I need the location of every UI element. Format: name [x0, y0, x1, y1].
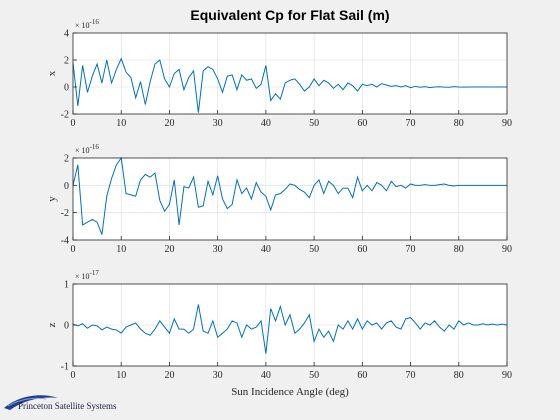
x-tick-label: 70: [406, 370, 416, 381]
x-tick-label: 30: [213, 370, 223, 381]
x-tick-label: 30: [213, 244, 223, 255]
y-tick-label: -4: [61, 236, 69, 247]
y-tick-label: 2: [64, 56, 69, 67]
axes-x-exponent: × 10-16: [75, 18, 99, 30]
x-tick-label: 10: [116, 244, 126, 255]
x-tick-label: 80: [454, 370, 464, 381]
axes-z-xlabel: Sun Incidence Angle (deg): [231, 386, 349, 398]
logo: Princeton Satellite Systems: [4, 395, 117, 411]
axes-z-grid: [73, 284, 507, 366]
subplot-y: 0 10 20 30 40 50 60 70 80 90 -4 -2 0 2 y × 10-16: [46, 143, 512, 255]
y-tick-label: 2: [64, 154, 69, 165]
y-tick-label: 1: [64, 280, 69, 291]
x-tick-label: 0: [71, 244, 76, 255]
x-tick-label: 50: [309, 370, 319, 381]
axes-z-exponent: × 10-17: [75, 269, 99, 281]
x-tick-label: 90: [502, 370, 512, 381]
y-tick-label: -2: [61, 110, 69, 121]
x-tick-label: 10: [116, 370, 126, 381]
x-tick-label: 50: [309, 244, 319, 255]
x-tick-label: 60: [357, 118, 367, 129]
x-tick-label: 50: [309, 118, 319, 129]
axes-y-box: [72, 157, 508, 241]
axes-y-exponent-base: × 10: [75, 146, 90, 155]
logo-swoosh-inner-icon: [7, 397, 47, 407]
x-tick-label: 20: [164, 244, 174, 255]
y-tick-label: -2: [61, 208, 69, 219]
axes-z-ticks: 0 10 20 30 40 50 60 70 80 90-101: [61, 280, 512, 382]
series-line-z: [72, 304, 508, 354]
axes-y-ylabel: y: [46, 196, 58, 202]
y-tick-label: 0: [64, 181, 69, 192]
x-tick-label: 20: [164, 118, 174, 129]
x-tick-label: 60: [357, 244, 367, 255]
axes-z-exponent-base: × 10: [75, 272, 90, 281]
axes-x-exponent-power: -16: [90, 18, 100, 26]
axes-y-ticks: 0 10 20 30 40 50 60 70 80 90 -4 -2 0 2: [61, 154, 512, 256]
series-line-y: [72, 156, 507, 235]
y-tick-label: 0: [64, 321, 69, 332]
x-tick-label: 80: [454, 118, 464, 129]
x-tick-label: 0: [71, 370, 76, 381]
x-tick-label: 40: [261, 118, 271, 129]
y-tick-label: 4: [64, 29, 69, 40]
axes-x-ylabel: x: [46, 70, 58, 76]
series-line-x: [72, 57, 507, 113]
axes-x-box: [72, 32, 508, 115]
axes-y-exponent-power: -16: [90, 143, 100, 151]
y-tick-label: -1: [61, 362, 69, 373]
axes-y-exponent: × 10-16: [75, 143, 99, 155]
x-tick-label: 0: [71, 118, 76, 129]
x-tick-label: 20: [164, 370, 174, 381]
axes-y-background: [73, 158, 507, 240]
x-tick-label: 10: [116, 118, 126, 129]
subplot-z: 0 10 20 30 40 50 60 70 80 90-101 z × 10-17 Sun In…: [46, 269, 512, 398]
x-tick-label: 70: [406, 244, 416, 255]
figure-title: Equivalent Cp for Flat Sail (m): [190, 7, 389, 23]
axes-x-exponent-base: × 10: [75, 21, 90, 30]
x-tick-label: 90: [502, 118, 512, 129]
x-tick-label: 70: [406, 118, 416, 129]
axes-z-ylabel: z: [46, 322, 58, 327]
x-tick-label: 90: [502, 244, 512, 255]
x-tick-label: 40: [261, 370, 271, 381]
y-tick-label: 0: [64, 83, 69, 94]
x-tick-label: 30: [213, 118, 223, 129]
axes-x-background: [73, 33, 507, 114]
logo-text: Princeton Satellite Systems: [18, 401, 117, 411]
x-tick-label: 80: [454, 244, 464, 255]
axes-z-exponent-power: -17: [90, 269, 100, 277]
x-tick-label: 40: [261, 244, 271, 255]
x-tick-label: 60: [357, 370, 367, 381]
